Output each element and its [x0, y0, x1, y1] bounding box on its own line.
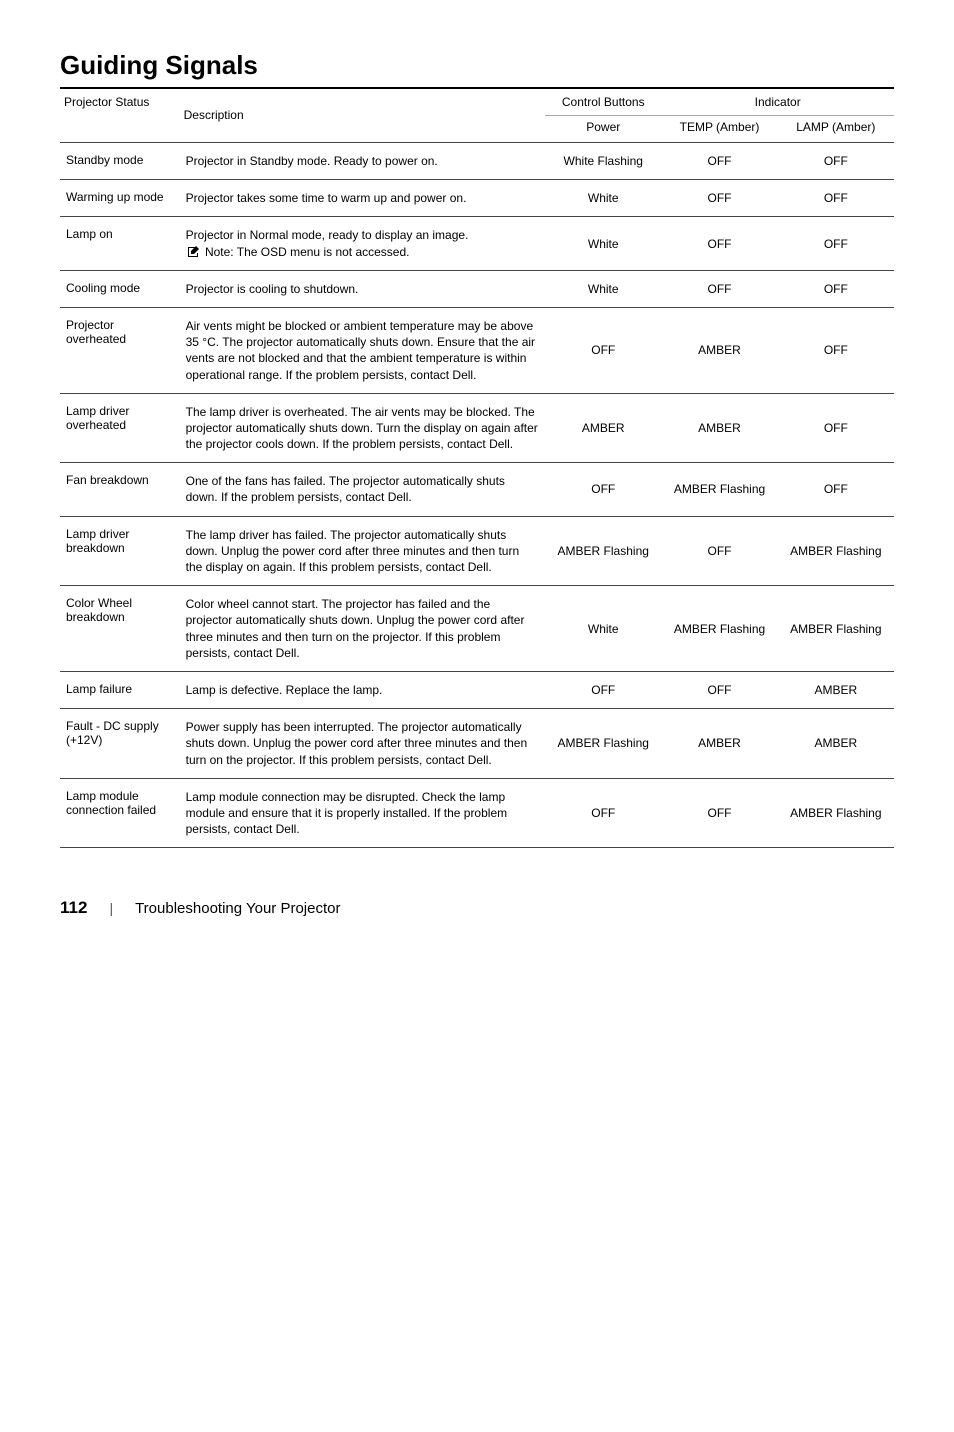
status-cell: Lamp driver overheated	[60, 393, 180, 463]
description-cell: Projector in Normal mode, ready to displ…	[180, 217, 545, 270]
temp-cell: AMBER	[661, 393, 777, 463]
table-row: Color Wheel breakdownColor wheel cannot …	[60, 586, 894, 672]
lamp-cell: AMBER Flashing	[778, 778, 894, 848]
lamp-cell: AMBER	[778, 671, 894, 708]
table-row: Projector overheatedAir vents might be b…	[60, 307, 894, 393]
description-cell: Lamp module connection may be disrupted.…	[180, 778, 545, 848]
header-lamp: LAMP (Amber)	[778, 116, 894, 143]
power-cell: AMBER	[545, 393, 661, 463]
lamp-cell: AMBER	[778, 709, 894, 779]
status-cell: Fan breakdown	[60, 463, 180, 516]
signals-table: Projector Status Description Control But…	[60, 89, 894, 848]
description-cell: Projector in Standby mode. Ready to powe…	[180, 143, 545, 180]
page-number: 112	[60, 898, 87, 918]
table-row: Cooling modeProjector is cooling to shut…	[60, 270, 894, 307]
table-row: Fan breakdownOne of the fans has failed.…	[60, 463, 894, 516]
lamp-cell: OFF	[778, 143, 894, 180]
description-cell: One of the fans has failed. The projecto…	[180, 463, 545, 516]
table-row: Warming up modeProjector takes some time…	[60, 180, 894, 217]
footer-section: Troubleshooting Your Projector	[135, 900, 340, 917]
status-cell: Lamp module connection failed	[60, 778, 180, 848]
power-cell: White	[545, 180, 661, 217]
power-cell: White Flashing	[545, 143, 661, 180]
lamp-cell: OFF	[778, 180, 894, 217]
page-title: Guiding Signals	[60, 50, 894, 89]
temp-cell: OFF	[661, 143, 777, 180]
table-row: Lamp driver overheatedThe lamp driver is…	[60, 393, 894, 463]
table-row: Lamp failureLamp is defective. Replace t…	[60, 671, 894, 708]
power-cell: White	[545, 586, 661, 672]
status-cell: Warming up mode	[60, 180, 180, 217]
table-row: Lamp driver breakdownThe lamp driver has…	[60, 516, 894, 586]
header-control-buttons: Control Buttons	[545, 89, 661, 116]
lamp-cell: OFF	[778, 463, 894, 516]
description-cell: Projector takes some time to warm up and…	[180, 180, 545, 217]
header-power: Power	[545, 116, 661, 143]
temp-cell: AMBER	[661, 307, 777, 393]
power-cell: AMBER Flashing	[545, 709, 661, 779]
power-cell: White	[545, 217, 661, 270]
table-row: Fault - DC supply (+12V)Power supply has…	[60, 709, 894, 779]
temp-cell: AMBER	[661, 709, 777, 779]
description-cell: Projector is cooling to shutdown.	[180, 270, 545, 307]
page-footer: 112 | Troubleshooting Your Projector	[60, 898, 894, 918]
description-cell: The lamp driver is overheated. The air v…	[180, 393, 545, 463]
header-status: Projector Status	[60, 89, 180, 143]
temp-cell: OFF	[661, 180, 777, 217]
status-cell: Lamp driver breakdown	[60, 516, 180, 586]
description-cell: Lamp is defective. Replace the lamp.	[180, 671, 545, 708]
power-cell: OFF	[545, 307, 661, 393]
lamp-cell: OFF	[778, 307, 894, 393]
temp-cell: OFF	[661, 516, 777, 586]
lamp-cell: OFF	[778, 393, 894, 463]
status-cell: Projector overheated	[60, 307, 180, 393]
temp-cell: OFF	[661, 671, 777, 708]
header-description: Description	[180, 89, 545, 143]
power-cell: AMBER Flashing	[545, 516, 661, 586]
status-cell: Lamp failure	[60, 671, 180, 708]
power-cell: OFF	[545, 463, 661, 516]
footer-separator: |	[109, 900, 113, 916]
temp-cell: AMBER Flashing	[661, 586, 777, 672]
temp-cell: OFF	[661, 270, 777, 307]
description-cell: Power supply has been interrupted. The p…	[180, 709, 545, 779]
status-cell: Standby mode	[60, 143, 180, 180]
temp-cell: AMBER Flashing	[661, 463, 777, 516]
temp-cell: OFF	[661, 778, 777, 848]
table-row: Lamp module connection failedLamp module…	[60, 778, 894, 848]
lamp-cell: AMBER Flashing	[778, 586, 894, 672]
description-cell: The lamp driver has failed. The projecto…	[180, 516, 545, 586]
table-row: Lamp onProjector in Normal mode, ready t…	[60, 217, 894, 270]
power-cell: White	[545, 270, 661, 307]
table-row: Standby modeProjector in Standby mode. R…	[60, 143, 894, 180]
lamp-cell: OFF	[778, 217, 894, 270]
power-cell: OFF	[545, 671, 661, 708]
status-cell: Lamp on	[60, 217, 180, 270]
power-cell: OFF	[545, 778, 661, 848]
status-cell: Fault - DC supply (+12V)	[60, 709, 180, 779]
description-cell: Color wheel cannot start. The projector …	[180, 586, 545, 672]
description-cell: Air vents might be blocked or ambient te…	[180, 307, 545, 393]
header-temp: TEMP (Amber)	[661, 116, 777, 143]
status-cell: Color Wheel breakdown	[60, 586, 180, 672]
temp-cell: OFF	[661, 217, 777, 270]
status-cell: Cooling mode	[60, 270, 180, 307]
lamp-cell: OFF	[778, 270, 894, 307]
header-indicator: Indicator	[661, 89, 894, 116]
lamp-cell: AMBER Flashing	[778, 516, 894, 586]
